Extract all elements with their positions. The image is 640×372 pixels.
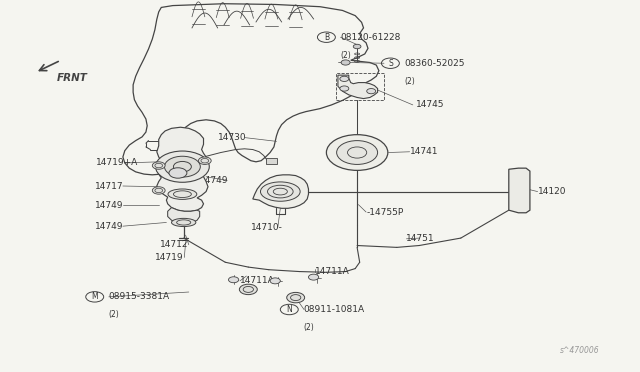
Circle shape bbox=[308, 274, 319, 280]
Polygon shape bbox=[338, 75, 378, 99]
Circle shape bbox=[239, 284, 257, 295]
Polygon shape bbox=[168, 208, 200, 224]
Ellipse shape bbox=[172, 218, 196, 227]
Circle shape bbox=[326, 135, 388, 170]
Bar bbox=[266, 158, 277, 164]
Circle shape bbox=[341, 60, 350, 65]
Circle shape bbox=[152, 162, 165, 169]
Circle shape bbox=[228, 277, 239, 283]
Polygon shape bbox=[123, 4, 379, 175]
Circle shape bbox=[270, 278, 280, 284]
Circle shape bbox=[169, 168, 187, 178]
Text: 08915-3381A: 08915-3381A bbox=[109, 292, 170, 301]
Text: s^470006: s^470006 bbox=[560, 346, 600, 355]
Circle shape bbox=[198, 157, 211, 164]
Circle shape bbox=[340, 76, 349, 81]
Text: 14749: 14749 bbox=[95, 201, 124, 210]
Text: (2): (2) bbox=[404, 77, 415, 86]
Text: 14749: 14749 bbox=[200, 176, 228, 185]
Text: -14755P: -14755P bbox=[366, 208, 403, 217]
Text: 14749: 14749 bbox=[95, 222, 124, 231]
Text: S: S bbox=[388, 59, 393, 68]
Ellipse shape bbox=[260, 182, 300, 201]
Text: 14751: 14751 bbox=[406, 234, 435, 243]
Circle shape bbox=[367, 89, 376, 94]
Text: 14712: 14712 bbox=[160, 240, 189, 249]
Ellipse shape bbox=[168, 189, 197, 199]
Polygon shape bbox=[509, 168, 530, 213]
Text: N: N bbox=[287, 305, 292, 314]
Text: 14719+A: 14719+A bbox=[96, 158, 138, 167]
Text: B: B bbox=[324, 33, 329, 42]
Text: (2): (2) bbox=[340, 51, 351, 60]
Text: 14741: 14741 bbox=[410, 147, 438, 156]
Text: 14120: 14120 bbox=[538, 187, 566, 196]
Text: 14710-: 14710- bbox=[251, 223, 283, 232]
Text: 14719: 14719 bbox=[155, 253, 184, 262]
Text: 08120-61228: 08120-61228 bbox=[340, 33, 401, 42]
Circle shape bbox=[337, 141, 378, 164]
Text: 08911-1081A: 08911-1081A bbox=[303, 305, 365, 314]
Text: (2): (2) bbox=[109, 310, 120, 319]
Text: M: M bbox=[92, 292, 98, 301]
Circle shape bbox=[353, 44, 361, 49]
Circle shape bbox=[156, 151, 209, 182]
Polygon shape bbox=[253, 175, 308, 208]
Text: 14711A: 14711A bbox=[240, 276, 275, 285]
Text: 14711A: 14711A bbox=[315, 267, 349, 276]
Text: 08360-52025: 08360-52025 bbox=[404, 59, 465, 68]
Text: 14745: 14745 bbox=[416, 100, 445, 109]
Circle shape bbox=[152, 187, 165, 194]
Circle shape bbox=[287, 292, 305, 303]
Circle shape bbox=[164, 156, 200, 177]
Polygon shape bbox=[157, 127, 208, 211]
Text: 14730: 14730 bbox=[218, 133, 246, 142]
Text: FRNT: FRNT bbox=[56, 73, 87, 83]
Text: 14717: 14717 bbox=[95, 182, 124, 190]
Circle shape bbox=[340, 86, 349, 91]
Text: (2): (2) bbox=[303, 323, 314, 332]
